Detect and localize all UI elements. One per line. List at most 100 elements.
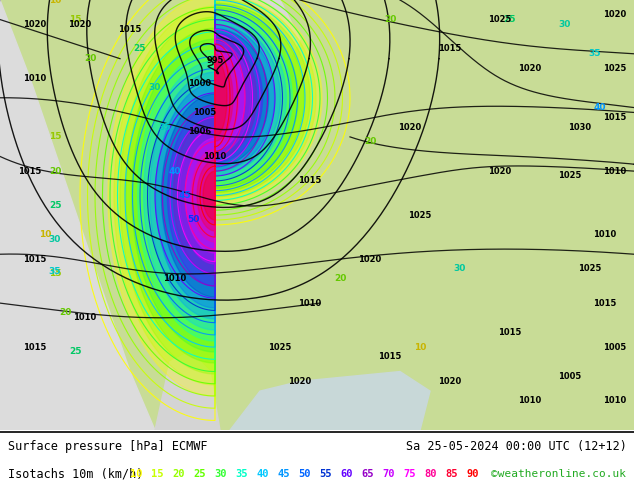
Polygon shape <box>167 33 262 286</box>
Polygon shape <box>162 29 269 297</box>
Text: 15: 15 <box>49 270 61 278</box>
Text: 1005: 1005 <box>559 372 581 381</box>
Polygon shape <box>220 0 300 69</box>
Text: 50: 50 <box>298 469 311 479</box>
Text: 1025: 1025 <box>488 15 512 24</box>
Text: 25: 25 <box>504 15 516 24</box>
Text: 1025: 1025 <box>268 343 292 352</box>
Text: 70: 70 <box>382 469 394 479</box>
Text: 60: 60 <box>340 469 353 479</box>
Polygon shape <box>173 37 257 275</box>
Polygon shape <box>197 54 233 231</box>
Text: 1006: 1006 <box>188 127 212 137</box>
Polygon shape <box>144 16 287 330</box>
Text: 30: 30 <box>559 20 571 29</box>
Text: 1010: 1010 <box>204 152 226 161</box>
Text: 35: 35 <box>158 122 171 132</box>
Polygon shape <box>155 352 220 430</box>
Text: 25: 25 <box>49 201 61 210</box>
Text: 1010: 1010 <box>519 396 541 405</box>
Text: 45: 45 <box>179 191 191 200</box>
Text: 40: 40 <box>594 103 606 112</box>
Text: 1015: 1015 <box>119 25 141 34</box>
Text: 1020: 1020 <box>519 64 541 73</box>
Text: 1020: 1020 <box>604 10 626 19</box>
Text: 55: 55 <box>319 469 332 479</box>
Text: 20: 20 <box>84 54 96 63</box>
Polygon shape <box>155 24 275 308</box>
Text: 1015: 1015 <box>23 255 47 264</box>
Text: 1015: 1015 <box>18 167 42 175</box>
Polygon shape <box>179 42 251 264</box>
Text: 1015: 1015 <box>593 298 617 308</box>
Text: 1005: 1005 <box>193 108 217 117</box>
Text: 90: 90 <box>466 469 479 479</box>
Text: 1010: 1010 <box>74 313 96 322</box>
Polygon shape <box>230 371 430 430</box>
Text: 1015: 1015 <box>378 352 402 362</box>
Polygon shape <box>191 50 239 242</box>
Text: 40: 40 <box>169 167 181 175</box>
Text: Sa 25-05-2024 00:00 UTC (12+12): Sa 25-05-2024 00:00 UTC (12+12) <box>406 441 626 453</box>
Polygon shape <box>203 59 227 220</box>
Text: 1030: 1030 <box>569 122 592 132</box>
Text: ©weatheronline.co.uk: ©weatheronline.co.uk <box>491 469 626 479</box>
Text: 1015: 1015 <box>498 328 522 337</box>
Polygon shape <box>138 12 292 341</box>
Polygon shape <box>114 0 316 385</box>
Text: 10: 10 <box>414 343 426 352</box>
Polygon shape <box>120 0 310 374</box>
Text: 35: 35 <box>589 49 601 58</box>
Text: 20: 20 <box>384 15 396 24</box>
Text: Surface pressure [hPa] ECMWF: Surface pressure [hPa] ECMWF <box>8 441 207 453</box>
Text: 45: 45 <box>277 469 290 479</box>
Text: 1020: 1020 <box>68 20 92 29</box>
Polygon shape <box>132 7 298 352</box>
Text: 30: 30 <box>49 235 61 244</box>
Text: 10: 10 <box>49 0 61 4</box>
Text: 80: 80 <box>424 469 437 479</box>
Text: 1010: 1010 <box>299 298 321 308</box>
Text: Isotachs 10m (km/h): Isotachs 10m (km/h) <box>8 468 143 481</box>
Text: 1015: 1015 <box>23 343 47 352</box>
Text: 35: 35 <box>235 469 247 479</box>
Text: 10: 10 <box>39 230 51 239</box>
Text: 995: 995 <box>206 56 224 65</box>
Text: 65: 65 <box>361 469 373 479</box>
Polygon shape <box>150 20 280 319</box>
Text: 85: 85 <box>445 469 458 479</box>
Text: 1020: 1020 <box>288 377 312 386</box>
Polygon shape <box>126 3 304 363</box>
Text: 20: 20 <box>59 308 71 318</box>
Text: 1025: 1025 <box>408 211 432 220</box>
Text: 20: 20 <box>49 167 61 175</box>
Text: 1025: 1025 <box>578 265 602 273</box>
Text: 15: 15 <box>49 132 61 142</box>
Text: 1020: 1020 <box>23 20 47 29</box>
Text: 25: 25 <box>193 469 205 479</box>
Text: 1010: 1010 <box>593 230 617 239</box>
Text: 20: 20 <box>172 469 184 479</box>
Text: 20: 20 <box>334 274 346 283</box>
Text: 1010: 1010 <box>164 274 186 283</box>
Text: 50: 50 <box>187 216 199 224</box>
Text: 1020: 1020 <box>398 122 422 132</box>
Text: 10: 10 <box>130 469 143 479</box>
Text: 15: 15 <box>151 469 164 479</box>
Polygon shape <box>108 0 322 396</box>
Text: 35: 35 <box>49 268 61 276</box>
Text: 30: 30 <box>214 469 226 479</box>
Text: 1020: 1020 <box>488 167 512 175</box>
Text: 1015: 1015 <box>604 113 626 122</box>
Polygon shape <box>185 46 245 253</box>
Text: 1010: 1010 <box>604 167 626 175</box>
Text: 40: 40 <box>256 469 269 479</box>
Text: 75: 75 <box>403 469 415 479</box>
Text: 1015: 1015 <box>299 176 321 185</box>
Text: 1005: 1005 <box>604 343 626 352</box>
Text: 20: 20 <box>364 137 376 147</box>
Text: 1025: 1025 <box>604 64 626 73</box>
Text: 25: 25 <box>134 45 146 53</box>
Text: 1025: 1025 <box>559 172 581 180</box>
Text: 30: 30 <box>149 83 161 93</box>
